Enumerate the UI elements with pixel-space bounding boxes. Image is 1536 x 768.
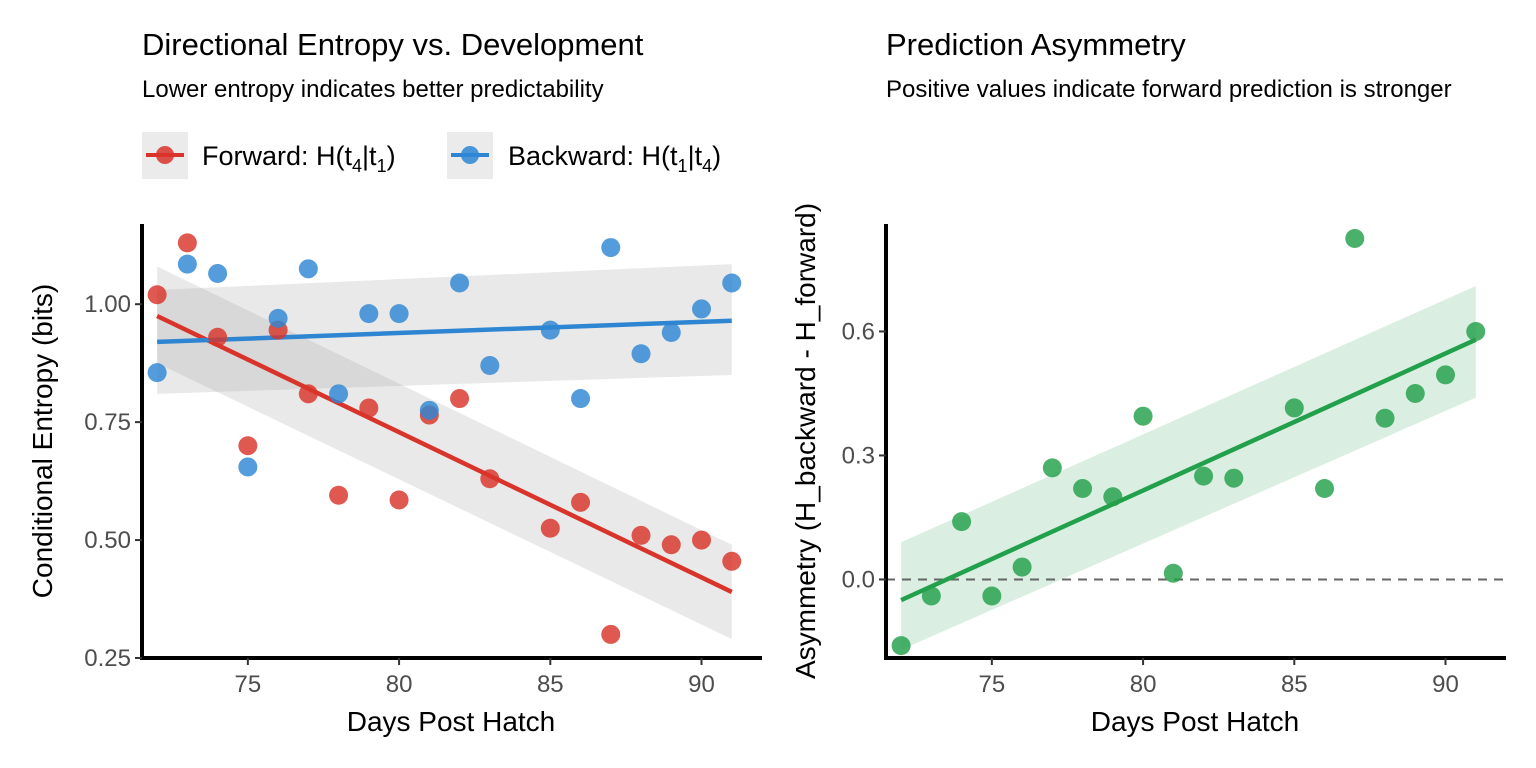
y-tick-label: 0.6 [842, 318, 875, 345]
data-point[interactable] [921, 586, 941, 606]
legend-item-forward[interactable]: Forward: H(t4|t1) [142, 132, 396, 179]
asymmetry-x-axis-title: Days Post Hatch [1091, 706, 1300, 737]
data-point[interactable] [571, 492, 591, 512]
data-point[interactable] [480, 356, 500, 376]
data-point[interactable] [1163, 563, 1183, 583]
data-point[interactable] [480, 469, 500, 489]
data-point[interactable] [692, 299, 712, 319]
data-point[interactable] [952, 512, 972, 532]
data-point[interactable] [359, 304, 379, 324]
entropy-chart-subtitle: Lower entropy indicates better predictab… [142, 76, 604, 103]
data-point[interactable] [389, 304, 409, 324]
data-point[interactable] [177, 233, 197, 253]
data-point[interactable] [1405, 383, 1425, 403]
data-point[interactable] [238, 457, 258, 477]
x-tick-label: 85 [1281, 671, 1308, 698]
y-tick-label: 0.25 [84, 645, 131, 672]
data-point[interactable] [571, 389, 591, 409]
data-point[interactable] [601, 238, 621, 258]
asymmetry-chart-subtitle: Positive values indicate forward predict… [886, 76, 1452, 103]
y-tick-label: 0.75 [84, 409, 131, 436]
asymmetry-y-axis-title: Asymmetry (H_backward - H_forward) [790, 203, 821, 679]
data-point[interactable] [692, 530, 712, 550]
legend-key-backward-point [461, 146, 479, 164]
data-point[interactable] [1375, 408, 1395, 428]
entropy-x-axis-title: Days Post Hatch [347, 706, 556, 737]
data-point[interactable] [177, 254, 197, 274]
entropy-chart-title: Directional Entropy vs. Development [142, 27, 644, 62]
data-point[interactable] [359, 398, 379, 418]
x-tick-label: 80 [1130, 671, 1157, 698]
data-point[interactable] [601, 624, 621, 644]
data-point[interactable] [722, 273, 742, 293]
data-point[interactable] [1073, 479, 1093, 499]
y-tick-label: 0.3 [842, 442, 875, 469]
data-point[interactable] [631, 525, 651, 545]
legend-key-forward-point [156, 146, 174, 164]
data-point[interactable] [208, 327, 228, 347]
x-tick-label: 90 [688, 671, 715, 698]
data-point[interactable] [1194, 466, 1214, 486]
data-point[interactable] [540, 518, 560, 538]
legend-label-forward: Forward: H(t4|t1) [202, 141, 396, 176]
data-point[interactable] [419, 400, 439, 420]
asymmetry-points [891, 228, 1486, 656]
data-point[interactable] [1133, 406, 1153, 426]
data-point[interactable] [298, 259, 318, 279]
data-point[interactable] [450, 389, 470, 409]
confidence-band-1 [157, 264, 732, 394]
asymmetry-axes: 75 80 85 90 0.0 0.3 0.6 [842, 224, 1506, 698]
data-point[interactable] [147, 285, 167, 305]
asymmetry-panel: Prediction Asymmetry Positive values ind… [790, 27, 1506, 737]
data-point[interactable] [661, 535, 681, 555]
x-tick-label: 90 [1432, 671, 1459, 698]
data-point[interactable] [329, 384, 349, 404]
data-point[interactable] [1284, 398, 1304, 418]
asymmetry-fit-line [900, 337, 1477, 603]
y-tick-label: 0.50 [84, 527, 131, 554]
data-point[interactable] [147, 363, 167, 383]
data-point[interactable] [1315, 479, 1335, 499]
x-tick-label: 75 [235, 671, 262, 698]
data-point[interactable] [450, 273, 470, 293]
legend-item-backward[interactable]: Backward: H(t1|t4) [447, 132, 721, 179]
data-point[interactable] [238, 436, 258, 456]
x-tick-label: 80 [386, 671, 413, 698]
fit-line-0 [900, 337, 1477, 603]
entropy-legend: Forward: H(t4|t1) Backward: H(t1|t4) [142, 132, 721, 179]
y-tick-label: 0.0 [842, 566, 875, 593]
data-point[interactable] [891, 636, 911, 656]
x-tick-label: 85 [537, 671, 564, 698]
entropy-y-axis-title: Conditional Entropy (bits) [27, 284, 58, 598]
data-point[interactable] [208, 264, 228, 284]
data-point[interactable] [540, 320, 560, 340]
data-point[interactable] [1436, 365, 1456, 385]
entropy-fit-lines [156, 313, 733, 594]
fit-line-1 [157, 318, 732, 345]
data-point[interactable] [1103, 487, 1123, 507]
data-point[interactable] [1224, 468, 1244, 488]
fit-line-0 [156, 313, 733, 594]
data-point[interactable] [1012, 557, 1032, 577]
entropy-panel: Directional Entropy vs. Development Lowe… [27, 27, 762, 737]
data-point[interactable] [268, 308, 288, 328]
data-point[interactable] [329, 485, 349, 505]
x-tick-label: 75 [979, 671, 1006, 698]
data-point[interactable] [661, 323, 681, 342]
legend-label-backward: Backward: H(t1|t4) [508, 141, 721, 176]
entropy-points [147, 233, 742, 644]
entropy-axes: 75 80 85 90 0.25 0.50 0.75 1.00 [84, 224, 762, 698]
asymmetry-chart-title: Prediction Asymmetry [886, 27, 1186, 62]
data-point[interactable] [389, 490, 409, 510]
data-point[interactable] [1042, 458, 1062, 478]
y-tick-label: 1.00 [84, 291, 131, 318]
data-point[interactable] [631, 344, 651, 364]
data-point[interactable] [982, 586, 1002, 606]
data-point[interactable] [722, 551, 742, 571]
data-point[interactable] [1345, 228, 1365, 248]
data-point[interactable] [298, 384, 318, 404]
data-point[interactable] [1466, 321, 1486, 341]
